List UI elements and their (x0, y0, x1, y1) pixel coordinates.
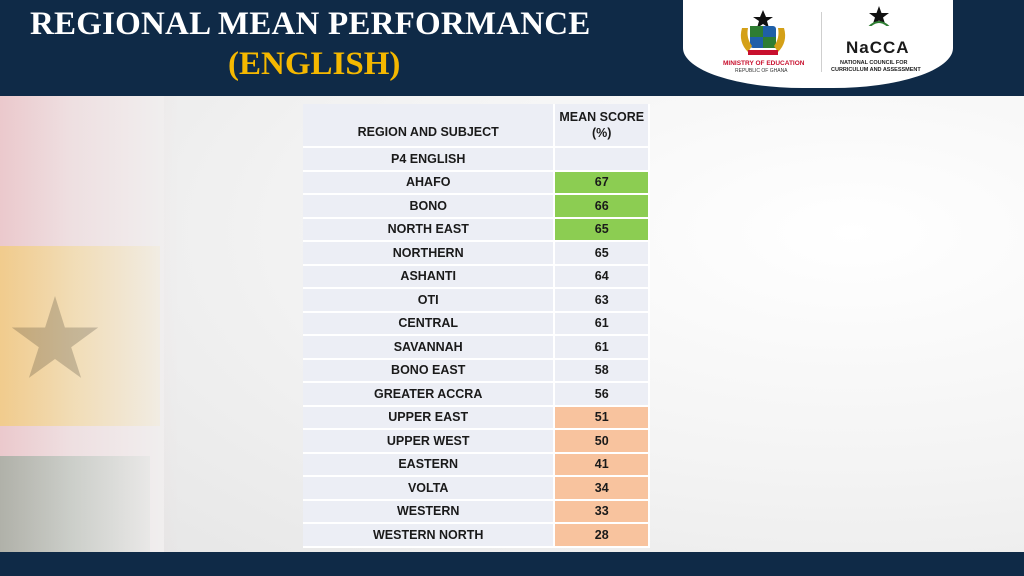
ghana-flag-decoration (0, 96, 180, 552)
subject-score-empty (554, 147, 650, 172)
logo-divider (821, 12, 822, 72)
nacca-star-icon (868, 6, 890, 26)
slide-title: REGIONAL MEAN PERFORMANCE (30, 6, 591, 42)
subject-label: P4 ENGLISH (303, 147, 556, 172)
column-header-region: REGION AND SUBJECT (303, 104, 556, 148)
mean-score: 67 (554, 170, 650, 195)
mean-score: 28 (554, 523, 650, 548)
table-row: UPPER WEST 50 (303, 429, 650, 454)
table-row: ASHANTI 64 (303, 264, 650, 289)
region-name: ASHANTI (303, 264, 556, 289)
mean-score: 66 (554, 194, 650, 219)
region-name: EASTERN (303, 452, 556, 477)
mean-score: 61 (554, 335, 650, 360)
mean-score: 33 (554, 499, 650, 524)
region-name: BONO EAST (303, 358, 556, 383)
region-name: WESTERN NORTH (303, 523, 556, 548)
table-row: AHAFO 67 (303, 170, 650, 195)
table-row: GREATER ACCRA 56 (303, 382, 650, 407)
table-row: UPPER EAST 51 (303, 405, 650, 430)
mean-score: 50 (554, 429, 650, 454)
region-name: NORTHERN (303, 241, 556, 266)
nacca-logo-subtext-1: NATIONAL COUNCIL FOR (840, 60, 908, 66)
table-row: WESTERN 33 (303, 499, 650, 524)
region-name: UPPER WEST (303, 429, 556, 454)
table-row: SAVANNAH 61 (303, 335, 650, 360)
region-name: CENTRAL (303, 311, 556, 336)
moe-logo-subtext: REPUBLIC OF GHANA (735, 68, 788, 74)
table-row: BONO EAST 58 (303, 358, 650, 383)
flag-green-band (0, 456, 150, 552)
table-header-row: REGION AND SUBJECT MEAN SCORE (%) (303, 104, 650, 148)
region-name: UPPER EAST (303, 405, 556, 430)
region-name: AHAFO (303, 170, 556, 195)
column-header-score: MEAN SCORE (%) (554, 104, 650, 148)
table-row: CENTRAL 61 (303, 311, 650, 336)
table-row: WESTERN NORTH 28 (303, 523, 650, 548)
mean-score: 65 (554, 241, 650, 266)
regional-mean-table: REGION AND SUBJECT MEAN SCORE (%) P4 ENG… (303, 104, 650, 548)
mean-score: 58 (554, 358, 650, 383)
mean-score: 34 (554, 476, 650, 501)
mean-score: 65 (554, 217, 650, 242)
region-name: VOLTA (303, 476, 556, 501)
coat-of-arms-icon (740, 10, 786, 55)
nacca-logo-text: NaCCA (846, 38, 910, 57)
region-name: NORTH EAST (303, 217, 556, 242)
nacca-logo-subtext-2: CURRICULUM AND ASSESSMENT (831, 67, 921, 73)
mean-score: 61 (554, 311, 650, 336)
subject-row: P4 ENGLISH (303, 147, 650, 172)
table-row: NORTH EAST 65 (303, 217, 650, 242)
column-header-score-line1: MEAN SCORE (559, 110, 645, 124)
logo-panel: MINISTRY OF EDUCATION REPUBLIC OF GHANA … (683, 0, 953, 88)
mean-score: 56 (554, 382, 650, 407)
mean-score: 51 (554, 405, 650, 430)
region-name: BONO (303, 194, 556, 219)
mean-score: 64 (554, 264, 650, 289)
region-name: GREATER ACCRA (303, 382, 556, 407)
column-header-score-line2: (%) (591, 126, 612, 140)
table-row: NORTHERN 65 (303, 241, 650, 266)
table-row: EASTERN 41 (303, 452, 650, 477)
region-name: OTI (303, 288, 556, 313)
region-name: SAVANNAH (303, 335, 556, 360)
slide-subtitle: (ENGLISH) (228, 46, 401, 82)
slide-header: REGIONAL MEAN PERFORMANCE (ENGLISH) MINI… (0, 0, 1024, 96)
table-row: VOLTA 34 (303, 476, 650, 501)
region-name: WESTERN (303, 499, 556, 524)
moe-logo-text: MINISTRY OF EDUCATION (723, 60, 805, 67)
table-row: OTI 63 (303, 288, 650, 313)
mean-score: 63 (554, 288, 650, 313)
slide-footer (0, 552, 1024, 576)
flag-gold-band (0, 246, 160, 426)
table-row: BONO 66 (303, 194, 650, 219)
mean-score: 41 (554, 452, 650, 477)
